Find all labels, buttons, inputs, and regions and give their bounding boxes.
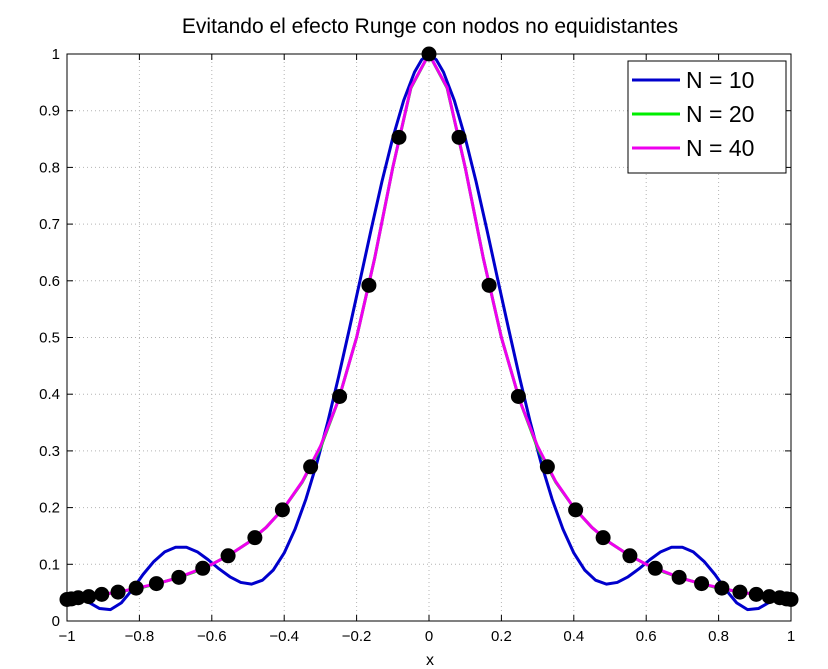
y-tick-label: 0.7 xyxy=(39,216,60,233)
node-marker xyxy=(568,502,584,518)
node-marker xyxy=(332,388,348,404)
chart-title: Evitando el efecto Runge con nodos no eq… xyxy=(182,15,678,38)
x-tick-label: −0.6 xyxy=(197,628,227,645)
node-marker xyxy=(622,548,638,564)
node-marker xyxy=(481,277,497,293)
node-marker xyxy=(671,569,687,585)
legend-label: N = 10 xyxy=(686,67,754,93)
x-tick-label: −0.2 xyxy=(342,628,372,645)
x-tick-label: −0.4 xyxy=(269,628,299,645)
x-tick-label: −0.8 xyxy=(125,628,155,645)
x-tick-label: 0.6 xyxy=(636,628,657,645)
node-marker xyxy=(220,548,236,564)
node-marker xyxy=(171,569,187,585)
x-tick-label: 0.8 xyxy=(708,628,729,645)
node-marker xyxy=(732,584,748,600)
y-tick-label: 1 xyxy=(52,46,60,63)
legend-label: N = 40 xyxy=(686,135,754,161)
node-marker xyxy=(110,584,126,600)
node-marker xyxy=(451,129,467,145)
y-tick-label: 0.9 xyxy=(39,103,60,120)
legend-entry: N = 40 xyxy=(632,135,754,161)
axis-ticks xyxy=(66,53,792,622)
node-marker xyxy=(361,277,377,293)
x-tick-label: 0.2 xyxy=(491,628,512,645)
x-tick-label: 0 xyxy=(425,628,433,645)
legend-label: N = 20 xyxy=(686,101,754,127)
node-marker xyxy=(303,459,319,475)
node-marker xyxy=(694,576,710,592)
y-tick-label: 0.5 xyxy=(39,330,60,347)
y-tick-label: 0.3 xyxy=(39,443,60,460)
node-marker xyxy=(128,580,144,596)
legend-entry: N = 10 xyxy=(632,67,754,93)
x-axis-label: x xyxy=(426,652,434,669)
node-marker xyxy=(94,586,110,602)
node-marker xyxy=(595,530,611,546)
node-marker xyxy=(81,589,97,605)
node-marker xyxy=(748,586,764,602)
y-tick-label: 0.8 xyxy=(39,159,60,176)
legend-entry: N = 20 xyxy=(632,101,754,127)
y-tick-label: 0.4 xyxy=(39,386,60,403)
y-tick-labels: 0 0.1 0.2 0.3 0.4 0.5 0.6 0.7 0.8 0.9 1 xyxy=(39,46,60,630)
y-tick-label: 0.2 xyxy=(39,500,60,517)
node-marker xyxy=(391,129,407,145)
x-tick-label: −1 xyxy=(58,628,75,645)
y-tick-label: 0.1 xyxy=(39,556,60,573)
node-marker xyxy=(647,560,663,576)
x-tick-label: 0.4 xyxy=(563,628,584,645)
node-marker xyxy=(539,459,555,475)
x-tick-label: 1 xyxy=(787,628,795,645)
node-marker xyxy=(274,502,290,518)
y-tick-label: 0 xyxy=(52,613,60,630)
node-markers xyxy=(59,46,799,607)
node-marker xyxy=(510,388,526,404)
node-marker xyxy=(195,560,211,576)
y-tick-label: 0.6 xyxy=(39,273,60,290)
x-tick-labels: −1 −0.8 −0.6 −0.4 −0.2 0 0.2 0.4 0.6 0.8 1 xyxy=(58,628,795,645)
node-marker xyxy=(148,576,164,592)
node-marker xyxy=(247,530,263,546)
legend: N = 10 N = 20 N = 40 xyxy=(627,60,787,174)
grid xyxy=(67,54,791,621)
node-marker xyxy=(714,580,730,596)
